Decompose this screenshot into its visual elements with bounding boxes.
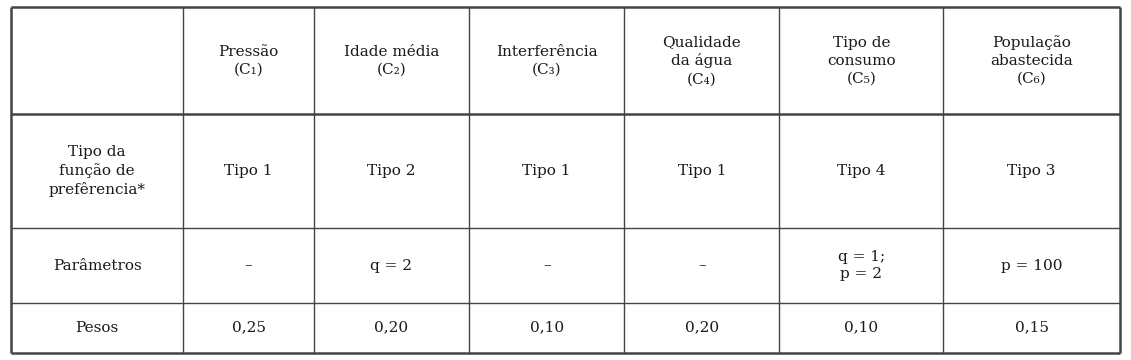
Text: Interferência
(C₃): Interferência (C₃): [495, 45, 597, 77]
Text: Tipo 1: Tipo 1: [224, 165, 273, 178]
Text: Tipo 2: Tipo 2: [368, 165, 416, 178]
Text: Tipo de
consumo
(C₅): Tipo de consumo (C₅): [827, 36, 896, 86]
Text: 0,25: 0,25: [232, 321, 266, 335]
Text: Idade média
(C₂): Idade média (C₂): [344, 45, 439, 77]
Text: 0,20: 0,20: [684, 321, 719, 335]
Text: p = 100: p = 100: [1001, 258, 1062, 273]
Text: q = 1;
p = 2: q = 1; p = 2: [838, 249, 884, 282]
Text: Tipo 4: Tipo 4: [837, 165, 886, 178]
Text: Tipo 1: Tipo 1: [523, 165, 571, 178]
Text: Pressão
(C₁): Pressão (C₁): [218, 45, 278, 77]
Text: 0,10: 0,10: [845, 321, 879, 335]
Text: 0,20: 0,20: [374, 321, 408, 335]
Text: 0,10: 0,10: [529, 321, 563, 335]
Text: Parâmetros: Parâmetros: [53, 258, 141, 273]
Text: q = 2: q = 2: [371, 258, 413, 273]
Text: –: –: [698, 258, 706, 273]
Text: Tipo 3: Tipo 3: [1008, 165, 1055, 178]
Text: 0,15: 0,15: [1015, 321, 1048, 335]
Text: Pesos: Pesos: [76, 321, 119, 335]
Text: –: –: [543, 258, 551, 273]
Text: População
abastecida
(C₆): População abastecida (C₆): [991, 36, 1073, 86]
Text: Tipo 1: Tipo 1: [677, 165, 726, 178]
Text: Qualidade
da água
(C₄): Qualidade da água (C₄): [663, 35, 741, 86]
Text: –: –: [244, 258, 252, 273]
Text: Tipo da
função de
prefêrencia*: Tipo da função de prefêrencia*: [49, 145, 146, 198]
